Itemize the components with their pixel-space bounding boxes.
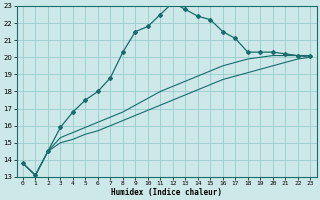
X-axis label: Humidex (Indice chaleur): Humidex (Indice chaleur) [111, 188, 222, 197]
